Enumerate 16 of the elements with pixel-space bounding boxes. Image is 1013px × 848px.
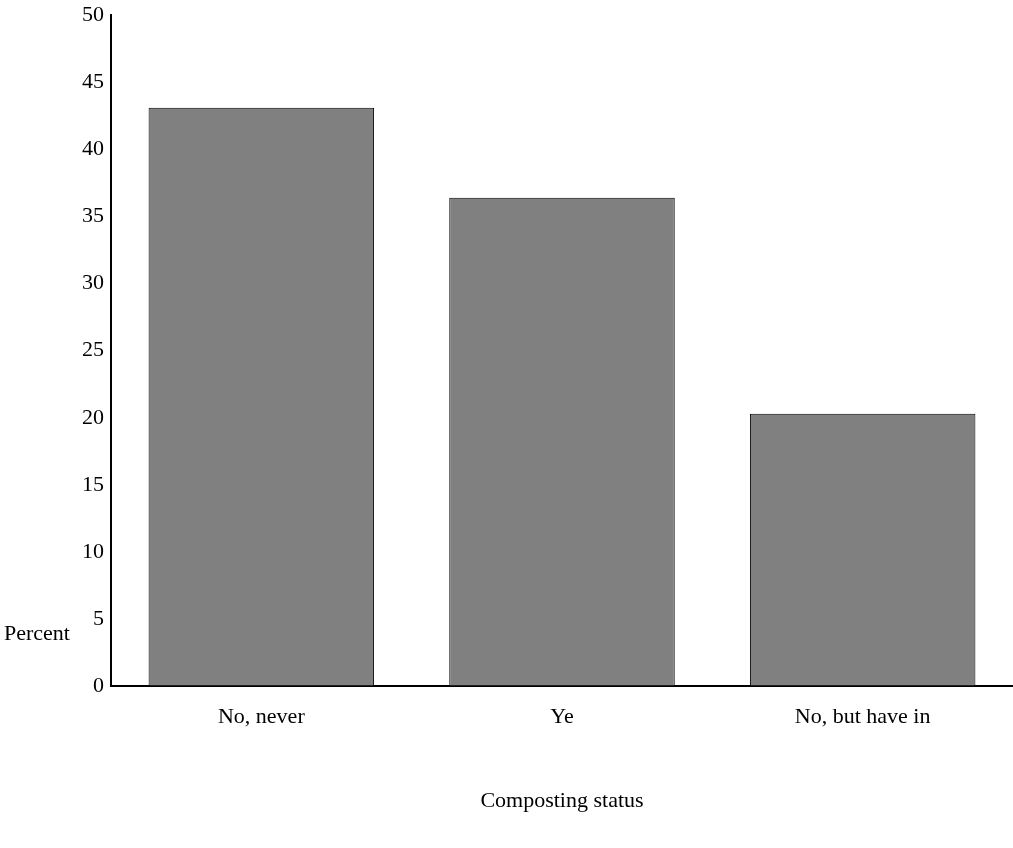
y-tick-label: 15 (82, 470, 104, 496)
y-tick-label: 25 (82, 336, 104, 362)
x-axis-title: Composting status (480, 786, 644, 812)
y-tick-label: 0 (93, 671, 104, 697)
y-tick-label: 5 (93, 604, 104, 630)
y-axis-title: Percent (4, 619, 70, 645)
y-tick-label: 50 (82, 0, 104, 26)
x-tick-label: No, never (217, 703, 306, 729)
x-tick-label: Ye (550, 703, 574, 729)
y-tick-label: 10 (82, 537, 104, 563)
y-tick-label: 30 (82, 269, 104, 295)
y-tick-label: 40 (82, 135, 104, 161)
x-tick-label: No, but have in (794, 703, 931, 729)
y-tick-label: 35 (82, 202, 104, 228)
y-tick-label: 20 (82, 403, 104, 429)
y-tick-label: 45 (82, 68, 104, 94)
